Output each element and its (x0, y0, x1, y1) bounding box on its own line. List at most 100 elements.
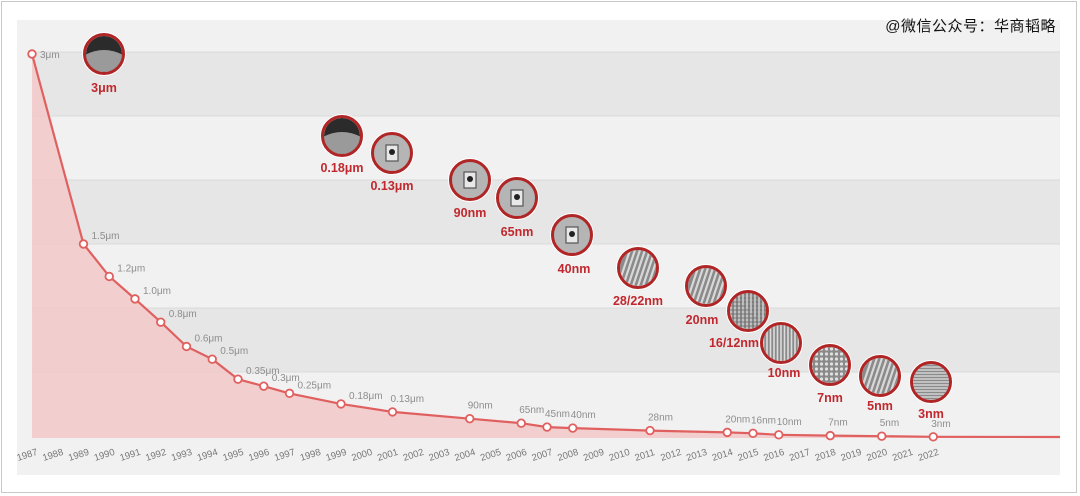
texture-shape (834, 377, 839, 381)
texture-shape (877, 358, 895, 394)
texture-shape (819, 377, 824, 381)
texture-shape (514, 194, 520, 200)
texture-shape (834, 372, 839, 376)
data-label: 3μm (40, 50, 60, 61)
texture-shape (630, 250, 648, 286)
data-point (877, 431, 887, 441)
data-label: 1.5μm (92, 231, 120, 242)
data-label: 0.8μm (169, 309, 197, 320)
texture-shape (829, 362, 834, 366)
texture-shape (839, 362, 844, 366)
data-label: 28nm (648, 413, 673, 424)
data-point (748, 428, 758, 439)
texture-shape (824, 357, 829, 361)
node-label: 0.13μm (370, 179, 413, 193)
data-label: 7nm (828, 418, 847, 429)
node-badge (684, 264, 728, 308)
series-line (30, 53, 1061, 439)
area-fill (32, 54, 1060, 438)
data-point (130, 294, 140, 304)
node-label: 40nm (558, 262, 591, 276)
texture-shape (839, 367, 844, 371)
node-badge (858, 354, 902, 398)
badge-texture (862, 358, 898, 394)
node-badge (550, 213, 594, 257)
texture-shape (834, 352, 839, 356)
data-point (928, 432, 938, 442)
texture-shape (824, 362, 829, 366)
texture-shape (839, 352, 844, 356)
node-badge (909, 360, 953, 404)
data-point (104, 271, 114, 282)
node-label: 7nm (817, 391, 843, 405)
badge-texture (452, 162, 488, 198)
node-label: 16/12nm (709, 336, 759, 350)
texture-shape (698, 268, 716, 304)
node-label: 3nm (918, 407, 944, 421)
data-label: 0.13μm (391, 394, 425, 405)
texture-shape (389, 149, 395, 155)
data-point (156, 317, 166, 327)
texture-shape (862, 358, 875, 394)
data-point (465, 413, 475, 424)
data-point (542, 422, 552, 432)
texture-shape (819, 352, 824, 356)
data-label: 65nm (519, 405, 544, 416)
data-point (336, 399, 346, 409)
data-label: 1.2μm (117, 263, 145, 274)
texture-shape (872, 358, 890, 394)
badge-ring (83, 33, 125, 75)
texture-shape (824, 352, 829, 356)
data-point (645, 425, 655, 436)
plot-band (33, 180, 1060, 244)
texture-shape (824, 367, 829, 371)
data-point (568, 423, 578, 433)
node-badge (320, 114, 364, 158)
data-label: 5nm (880, 418, 899, 429)
texture-shape (834, 362, 839, 366)
badge-ring (760, 322, 802, 364)
texture-shape (867, 358, 885, 394)
data-label: 16nm (751, 415, 776, 426)
badge-texture (554, 217, 590, 253)
node-badge (759, 321, 803, 365)
node-label: 20nm (686, 313, 719, 327)
node-label: 0.18μm (320, 161, 363, 175)
texture-shape (819, 372, 824, 376)
data-point (207, 354, 217, 364)
data-point (774, 430, 784, 440)
data-point (259, 381, 269, 391)
data-label: 0.5μm (220, 346, 248, 357)
data-label: 90nm (468, 401, 493, 412)
texture-shape (693, 268, 711, 304)
data-label: 3nm (931, 419, 950, 430)
node-label: 90nm (454, 206, 487, 220)
node-label: 3μm (91, 81, 117, 95)
watermark-text: @微信公众号：华商韬略 (885, 18, 1056, 35)
node-badge (726, 289, 770, 333)
texture-shape (829, 377, 834, 381)
texture-shape (819, 357, 824, 361)
texture-shape (834, 367, 839, 371)
plot-band (33, 52, 1060, 116)
data-point (181, 341, 192, 352)
texture-shape (844, 362, 848, 366)
data-point (722, 427, 732, 438)
node-badge (370, 131, 414, 175)
texture-shape (829, 352, 834, 356)
badge-ring (727, 290, 769, 332)
texture-shape (569, 231, 575, 237)
texture-shape (812, 362, 814, 366)
data-label: 0.6μm (195, 333, 223, 344)
texture-shape (635, 250, 653, 286)
texture-shape (829, 357, 834, 361)
badge-ring (617, 247, 659, 289)
node-label: 65nm (501, 225, 534, 239)
data-label: 0.35μm (246, 366, 280, 377)
texture-shape (834, 357, 839, 361)
texture-shape (814, 357, 819, 361)
node-label: 10nm (768, 366, 801, 380)
node-badge (82, 32, 126, 76)
